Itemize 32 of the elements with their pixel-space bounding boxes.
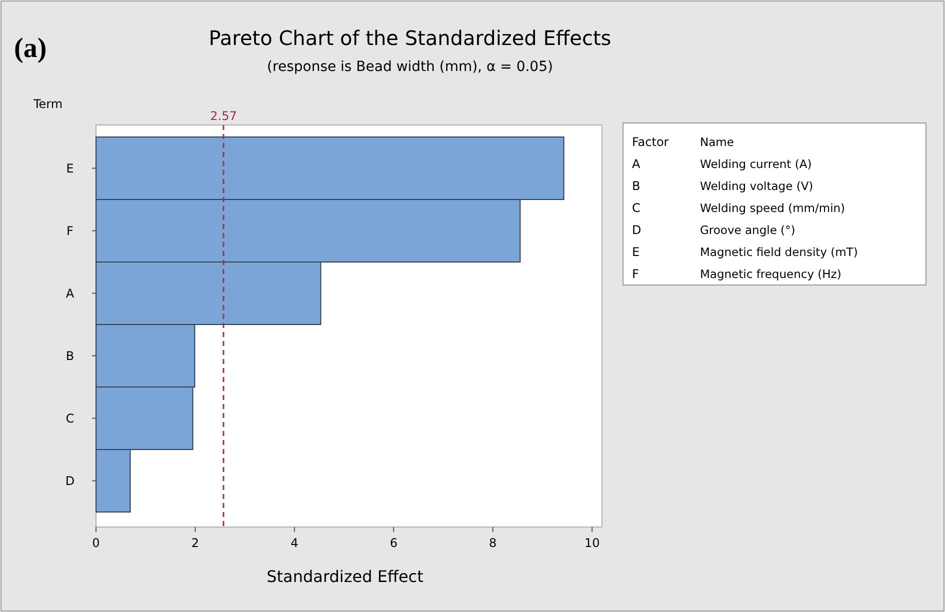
ref-line-label: 2.57 [210, 109, 237, 123]
y-tick-label: A [66, 286, 75, 300]
text: Factor [632, 135, 669, 149]
text: B [632, 179, 640, 193]
text: F [632, 267, 639, 281]
y-tick-label: F [66, 224, 74, 238]
y-axis-title: Term [32, 97, 63, 111]
x-tick-label: 0 [92, 536, 100, 550]
x-axis-title: Standardized Effect [266, 567, 424, 586]
chart-subtitle: (response is Bead width (mm), α = 0.05) [267, 59, 553, 75]
x-tick-label: 4 [290, 536, 298, 550]
text: E [632, 245, 640, 259]
text: D [632, 223, 642, 237]
y-tick-label: C [66, 411, 74, 426]
text: A [632, 157, 641, 171]
text: (a) [14, 33, 47, 64]
text: Magnetic field density (mT) [700, 245, 858, 259]
x-tick-label: 2 [191, 536, 200, 550]
text: Welding current (A) [700, 157, 812, 171]
y-tick-label: B [66, 348, 74, 363]
text: C [632, 201, 640, 215]
text: Groove angle (°) [700, 223, 796, 237]
text: Welding voltage (V) [700, 179, 814, 193]
x-tick-label: 6 [390, 536, 398, 550]
x-tick-label: 10 [584, 536, 600, 550]
y-tick-label: E [66, 161, 74, 176]
y-tick-label: D [65, 474, 75, 488]
text: Magnetic frequency (Hz) [700, 267, 842, 281]
text: Name [700, 135, 734, 149]
x-tick-label: 8 [489, 536, 497, 550]
text: Welding speed (mm/min) [700, 201, 846, 215]
chart-title: Pareto Chart of the Standardized Effects [208, 26, 612, 50]
